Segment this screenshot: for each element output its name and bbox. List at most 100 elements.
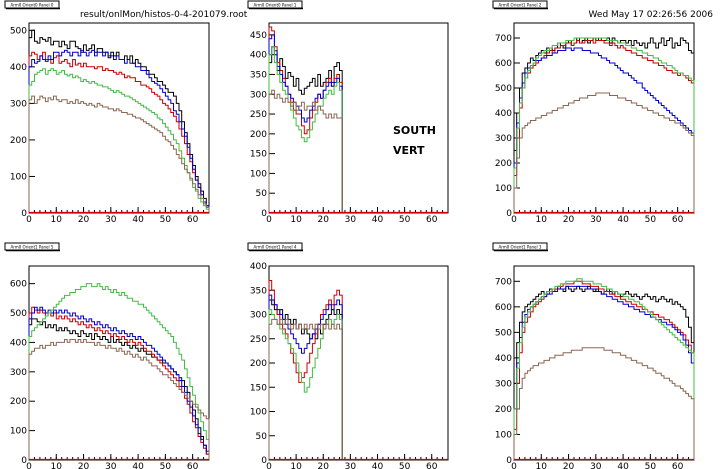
x-tick-label: 0 [26,215,32,225]
histogram-series-blue [28,306,210,460]
x-tick-label: 10 [51,215,63,225]
x-tick-label: 60 [672,215,684,225]
x-tick-label: 20 [78,462,90,469]
x-tick-label: 10 [536,215,548,225]
histogram-panel: Arm0 Orient0 Panel 0 0 10 20 30 40 50 60 0 100 200… [4,0,210,225]
x-tick-label: 30 [105,462,117,469]
x-tick-label: 20 [563,462,575,469]
y-tick-label: 100 [495,430,512,440]
histogram-series-brown [513,347,695,460]
x-tick-label: 10 [536,462,548,469]
y-tick-label: 300 [250,90,267,100]
histogram-series-green [28,68,210,213]
x-tick-label: 60 [187,215,199,225]
histogram-series-black [268,46,343,213]
x-tick-label: 60 [672,462,684,469]
y-tick-label: 400 [495,354,512,364]
y-tick-label: 200 [250,130,267,140]
histogram-panel: Arm0 Orient0 Panel 1 0 10 20 30 40 50 60 0 50 100 1… [247,0,449,225]
x-tick-label: 40 [132,215,144,225]
histogram-panel: Arm0 Orient1 Panel 4 0 10 20 30 40 50 60 0 50 100 1… [247,242,449,469]
y-tick-label: 50 [256,189,268,199]
x-tick-label: 10 [290,462,302,469]
y-tick-label: 300 [250,311,267,321]
x-tick-label: 30 [345,215,357,225]
x-tick-label: 60 [426,462,438,469]
y-tick-label: 150 [250,383,267,393]
y-tick-label: 400 [250,51,267,61]
y-tick-label: 600 [10,280,27,290]
x-tick-label: 0 [266,215,272,225]
y-tick-label: 300 [495,379,512,389]
x-tick-label: 50 [160,215,172,225]
y-tick-label: 100 [10,427,27,437]
x-tick-label: 30 [590,462,602,469]
y-tick-label: 500 [10,309,27,319]
y-tick-label: 0 [506,209,512,219]
y-tick-label: 100 [250,169,267,179]
file-title: result/onlMon/histos-0-4-201079.root [80,10,248,20]
x-tick-label: 50 [645,215,657,225]
histogram-series-brown [513,92,695,213]
x-tick-label: 30 [590,215,602,225]
timestamp: Wed May 17 02:26:56 2006 [588,10,713,20]
histogram-panel: Arm0 Orient1 Panel 30 10 20 30 40 50 600100200… [492,242,695,469]
histogram-series-blue [513,47,695,213]
x-tick-label: 0 [266,462,272,469]
histogram-series-blue [513,285,695,460]
histogram-series-brown [28,339,210,460]
y-tick-label: 0 [506,456,512,466]
panel-title: Arm0 Orient0 Panel 0 [11,3,54,8]
y-tick-label: 600 [495,303,512,313]
histogram-series-blue [28,49,210,213]
y-tick-label: 300 [10,99,27,109]
histogram-series-black [513,285,695,460]
x-tick-label: 30 [105,215,117,225]
histogram-series-red [268,26,343,213]
panel-title: Arm0 Orient1 Panel 2 [499,3,542,8]
y-tick-label: 450 [250,31,267,41]
x-tick-label: 40 [372,215,384,225]
y-tick-label: 0 [21,456,27,466]
y-tick-label: 0 [21,209,27,219]
histogram-series-black [28,318,210,460]
x-tick-label: 40 [617,462,629,469]
histogram-series-blue [268,294,343,460]
histogram-series-red [513,40,695,213]
histogram-series-green [28,283,210,460]
x-tick-label: 20 [318,462,330,469]
region-label-line1: SOUTH [393,124,436,137]
x-tick-label: 0 [26,462,32,469]
x-tick-label: 20 [318,215,330,225]
y-tick-label: 500 [10,26,27,36]
y-tick-label: 200 [495,159,512,169]
x-tick-label: 60 [426,215,438,225]
histogram-series-green [268,46,343,213]
x-tick-label: 50 [160,462,172,469]
y-tick-label: 350 [250,70,267,80]
x-tick-label: 20 [78,215,90,225]
x-tick-label: 0 [511,462,517,469]
histogram-series-brown [268,89,343,213]
histogram-series-green [513,37,695,213]
y-tick-label: 250 [250,110,267,120]
histogram-series-red [513,280,695,460]
y-tick-label: 0 [261,456,267,466]
region-label-line2: VERT [393,144,425,157]
histogram-panel: Arm0 Orient1 Panel 20 10 20 30 40 50 600100200… [492,0,695,225]
x-tick-label: 0 [511,215,517,225]
x-tick-label: 20 [563,215,575,225]
histogram-series-green [268,309,343,460]
y-tick-label: 200 [10,397,27,407]
y-tick-label: 100 [495,184,512,194]
x-tick-label: 50 [645,462,657,469]
x-tick-label: 30 [345,462,357,469]
x-tick-label: 40 [372,462,384,469]
x-tick-label: 40 [132,462,144,469]
histogram-series-brown [268,318,343,460]
y-tick-label: 700 [495,277,512,287]
histogram-series-black [28,29,210,213]
panel-title: Arm0 Orient0 Panel 1 [254,3,297,8]
x-tick-label: 50 [399,215,411,225]
